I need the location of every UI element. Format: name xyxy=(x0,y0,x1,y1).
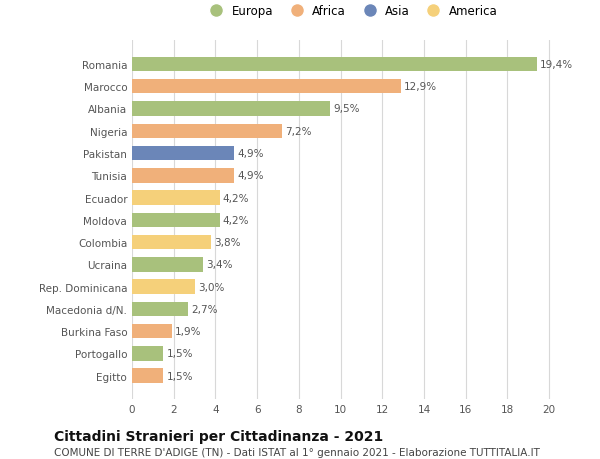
Text: 4,9%: 4,9% xyxy=(238,149,264,159)
Bar xyxy=(132,102,330,117)
Text: 12,9%: 12,9% xyxy=(404,82,437,92)
Bar xyxy=(132,369,163,383)
Legend: Europa, Africa, Asia, America: Europa, Africa, Asia, America xyxy=(200,0,502,23)
Bar xyxy=(132,280,194,294)
Text: 3,4%: 3,4% xyxy=(206,260,233,270)
Bar xyxy=(132,347,163,361)
Bar xyxy=(132,124,282,139)
Text: 19,4%: 19,4% xyxy=(540,60,573,70)
Text: 9,5%: 9,5% xyxy=(333,104,360,114)
Bar xyxy=(132,324,172,339)
Bar xyxy=(132,235,211,250)
Bar xyxy=(132,168,234,183)
Text: Cittadini Stranieri per Cittadinanza - 2021: Cittadini Stranieri per Cittadinanza - 2… xyxy=(54,429,383,443)
Text: 4,2%: 4,2% xyxy=(223,215,249,225)
Text: 1,5%: 1,5% xyxy=(166,349,193,358)
Bar xyxy=(132,57,536,72)
Text: 3,0%: 3,0% xyxy=(198,282,224,292)
Bar xyxy=(132,146,234,161)
Bar xyxy=(132,302,188,316)
Bar xyxy=(132,80,401,94)
Text: 4,2%: 4,2% xyxy=(223,193,249,203)
Text: 1,9%: 1,9% xyxy=(175,326,201,336)
Text: 2,7%: 2,7% xyxy=(191,304,218,314)
Text: 4,9%: 4,9% xyxy=(238,171,264,181)
Text: 7,2%: 7,2% xyxy=(286,127,312,136)
Bar xyxy=(132,213,220,228)
Text: COMUNE DI TERRE D'ADIGE (TN) - Dati ISTAT al 1° gennaio 2021 - Elaborazione TUTT: COMUNE DI TERRE D'ADIGE (TN) - Dati ISTA… xyxy=(54,447,540,457)
Text: 3,8%: 3,8% xyxy=(214,238,241,247)
Text: 1,5%: 1,5% xyxy=(166,371,193,381)
Bar xyxy=(132,191,220,205)
Bar xyxy=(132,257,203,272)
